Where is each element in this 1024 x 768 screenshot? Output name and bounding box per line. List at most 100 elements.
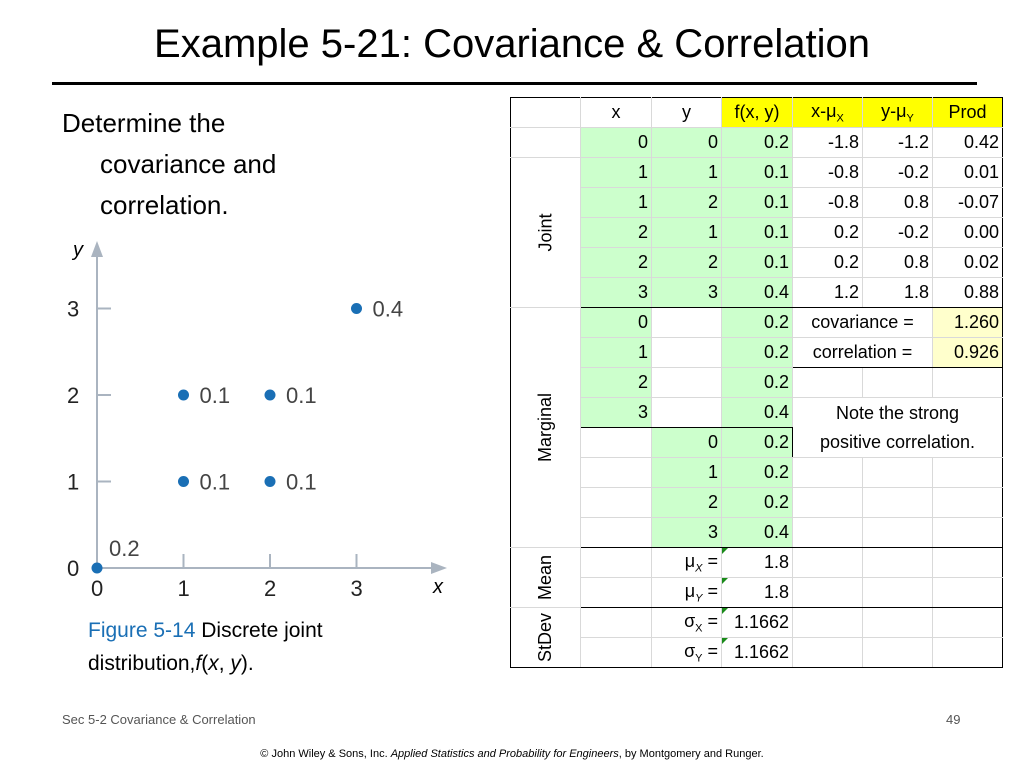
- cell-blank: [792, 487, 864, 518]
- cell-marginal-y: 3: [651, 517, 723, 548]
- table-row: 2 1 0.1 0.2 -0.2 0.00: [511, 217, 1004, 248]
- table-row: 1 0.2 correlation = 0.926: [511, 337, 1004, 368]
- cell-x-minus-mu: 1.2: [792, 277, 864, 308]
- footer-page-number: 49: [946, 712, 961, 727]
- cell-blank: [862, 487, 934, 518]
- table-row: 3 0.4 Note the strong positive correlati…: [511, 397, 1004, 458]
- cell-x-minus-mu: 0.2: [792, 217, 864, 248]
- sd-x-label: σX =: [651, 607, 723, 638]
- y-tick-group: 0 1 2 3: [67, 297, 111, 581]
- cell-blank: [862, 367, 934, 398]
- cell-y-minus-mu: 0.8: [862, 247, 934, 278]
- table-row: Mean μX = 1.8: [509, 547, 1004, 608]
- x-tick-label: 0: [91, 576, 103, 601]
- cell-x: 3: [580, 277, 653, 308]
- cell-x: 2: [580, 217, 653, 248]
- cell-blank: [580, 637, 653, 668]
- data-point-label: 0.1: [200, 470, 231, 495]
- cell-blank: [932, 367, 1004, 398]
- cell-blank: [792, 517, 864, 548]
- joint-label: Joint: [509, 157, 582, 308]
- marginal-label: Marginal: [509, 307, 582, 548]
- covariance-label: covariance =: [792, 307, 934, 338]
- cell-blank: [932, 547, 1004, 578]
- cell-y: 0: [651, 127, 723, 158]
- cell-marginal-fx: 0.2: [721, 337, 794, 368]
- prompt-line-2: covariance and: [100, 149, 277, 179]
- cell-y: 3: [651, 277, 723, 308]
- table-row: 2 0.2: [511, 487, 1004, 518]
- cell-prod: 0.88: [932, 277, 1004, 308]
- cell-marginal-fx: 0.4: [721, 397, 794, 428]
- header-f: f(x, y): [721, 97, 794, 128]
- prompt-line-3: correlation.: [100, 190, 229, 220]
- cell-x-minus-mu: -1.8: [792, 127, 864, 158]
- data-point: [178, 389, 189, 401]
- cell-marginal-fy: 0.2: [721, 427, 794, 458]
- y-tick-label: 1: [67, 470, 79, 495]
- joint-distribution-plot: y x 0 1 2 3 0 1 2 3 0.2 0.1 0.1 0.1 0.1 0.4: [67, 239, 447, 601]
- cell-marginal-fx: 0.2: [721, 307, 794, 338]
- cell-blank: [932, 487, 1004, 518]
- mean-y-label: μY =: [651, 577, 723, 608]
- data-point: [178, 476, 189, 487]
- point-group: 0.2 0.1 0.1 0.1 0.1 0.4: [91, 297, 404, 574]
- data-point: [264, 476, 276, 487]
- x-tick-label: 2: [264, 576, 276, 601]
- cell-y: 2: [651, 187, 723, 218]
- correlation-value: 0.926: [932, 337, 1004, 368]
- table-row: 2 0.2: [511, 367, 1004, 398]
- data-point-label: 0.1: [286, 383, 317, 408]
- x-axis-label: x: [432, 576, 444, 598]
- cell-x-minus-mu: -0.8: [792, 187, 864, 218]
- data-point: [264, 389, 276, 401]
- cell-blank: [862, 457, 934, 488]
- mean-label: Mean: [509, 547, 582, 608]
- mean-x-value: 1.8: [721, 547, 794, 578]
- table-row: StDev σX = 1.1662: [509, 607, 1004, 668]
- cell-prod: 0.42: [932, 127, 1004, 158]
- cell-blank: [862, 577, 934, 608]
- cell-marginal-x: 1: [580, 337, 653, 368]
- cell-marginal-fy: 0.2: [721, 487, 794, 518]
- cell-blank: [932, 577, 1004, 608]
- cell-marginal-x: 2: [580, 367, 653, 398]
- mean-x-label: μX =: [651, 547, 723, 578]
- sd-x-value: 1.1662: [721, 607, 794, 638]
- table-row: 1 2 0.1 -0.8 0.8 -0.07: [511, 187, 1004, 218]
- cell-blank: [792, 637, 864, 668]
- caption-open: (: [201, 652, 209, 675]
- table-row: μY = 1.8: [511, 577, 1004, 608]
- caption-x: x: [208, 652, 219, 675]
- caption-comma: ,: [218, 652, 225, 675]
- cell-f: 0.1: [721, 157, 794, 188]
- cell-y-minus-mu: 0.8: [862, 187, 934, 218]
- covariance-spreadsheet: x y f(x, y) x-μX y-μY Prod 0 0 0.2 -1.8 …: [509, 97, 1004, 668]
- table-row: Joint 1 1 0.1 -0.8 -0.2 0.01: [509, 157, 1004, 308]
- header-x: x: [580, 97, 653, 128]
- cell-prod: 0.00: [932, 217, 1004, 248]
- data-point-label: 0.1: [286, 470, 317, 495]
- cell-marginal-y: 0: [651, 427, 723, 458]
- table-row: σY = 1.1662: [511, 637, 1004, 668]
- cell-blank: [792, 367, 864, 398]
- cell-blank: [792, 577, 864, 608]
- figure-label: Figure 5-14: [88, 619, 196, 642]
- cell-y-minus-mu: -1.2: [862, 127, 934, 158]
- note-line-1: Note the strong: [835, 402, 960, 423]
- figure-caption: Figure 5-14 Discrete joint distribution,…: [88, 614, 408, 680]
- data-point-label: 0.4: [373, 297, 404, 322]
- covariance-value: 1.260: [932, 307, 1004, 338]
- cell-y: 1: [651, 157, 723, 188]
- cell-blank: [792, 607, 864, 638]
- x-tick-label: 3: [351, 576, 363, 601]
- data-point-label: 0.2: [109, 536, 140, 561]
- table-row: 3 0.4: [511, 517, 1004, 548]
- cell-f: 0.1: [721, 247, 794, 278]
- note-line-2: positive correlation.: [819, 431, 976, 452]
- data-point: [351, 303, 362, 314]
- cell-f: 0.2: [721, 127, 794, 158]
- cell-blank: [651, 337, 723, 368]
- cell-x-minus-mu: -0.8: [792, 157, 864, 188]
- cell-prod: -0.07: [932, 187, 1004, 218]
